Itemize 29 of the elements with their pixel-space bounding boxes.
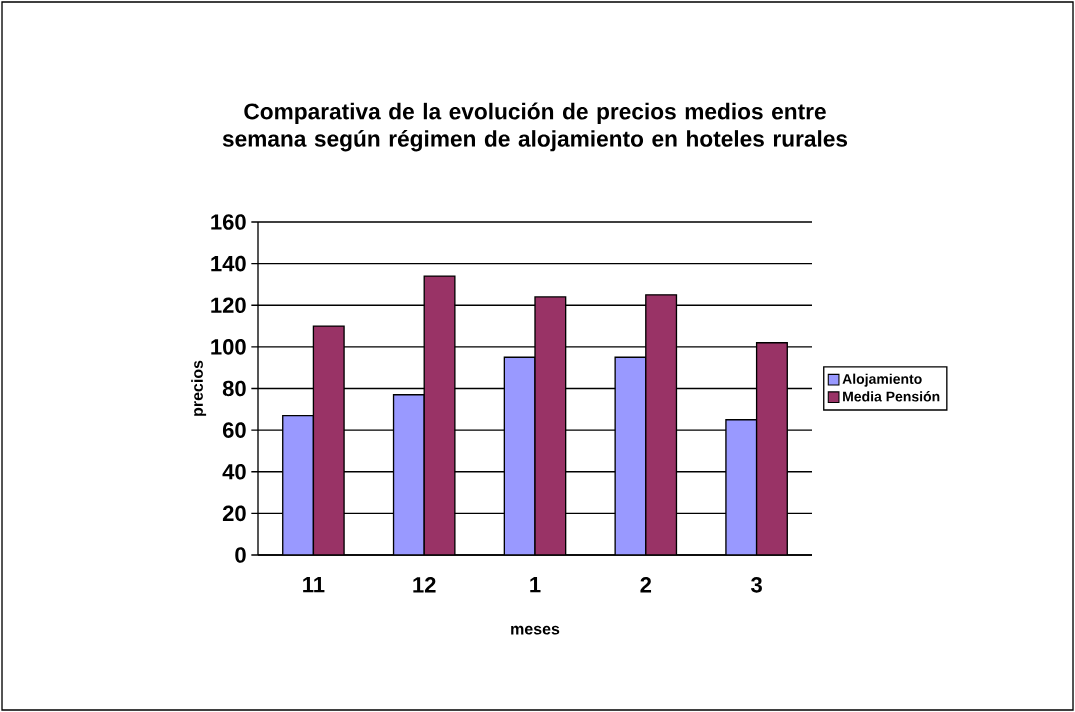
bar	[282, 414, 315, 555]
bar	[534, 296, 567, 555]
bar	[312, 325, 345, 555]
bar	[755, 342, 788, 555]
y-tick-label: 140	[211, 255, 246, 272]
x-tick-label: 12	[413, 577, 436, 593]
y-tick-label: 80	[222, 380, 246, 397]
y-tick-label: 0	[235, 547, 246, 563]
bar	[645, 294, 678, 555]
bar	[725, 419, 758, 555]
y-tick-label: 20	[222, 505, 246, 522]
chart-title: Comparativa de la evolución de precios medios entre semana según régimen de alojamiento en hoteles rurales	[222, 102, 848, 152]
x-axis-title: meses	[511, 625, 560, 635]
bar	[503, 356, 536, 555]
y-tick-label: 100	[211, 339, 246, 355]
x-tick-label: 1	[530, 577, 541, 593]
y-tick-label: 60	[222, 422, 246, 438]
y-tick-label: 120	[211, 297, 246, 314]
y-tick-label: 160	[211, 214, 246, 230]
y-tick-label: 40	[222, 463, 246, 480]
bar	[392, 394, 425, 555]
bar	[423, 275, 456, 555]
x-tick-label: 3	[750, 577, 762, 593]
bar	[614, 356, 647, 555]
y-axis-title: precios	[191, 360, 207, 416]
x-tick-label: 2	[640, 577, 652, 593]
x-tick-label: 11	[303, 577, 325, 593]
legend-label: Media Pensión	[843, 391, 940, 402]
legend-label: Alojamiento	[842, 373, 922, 387]
